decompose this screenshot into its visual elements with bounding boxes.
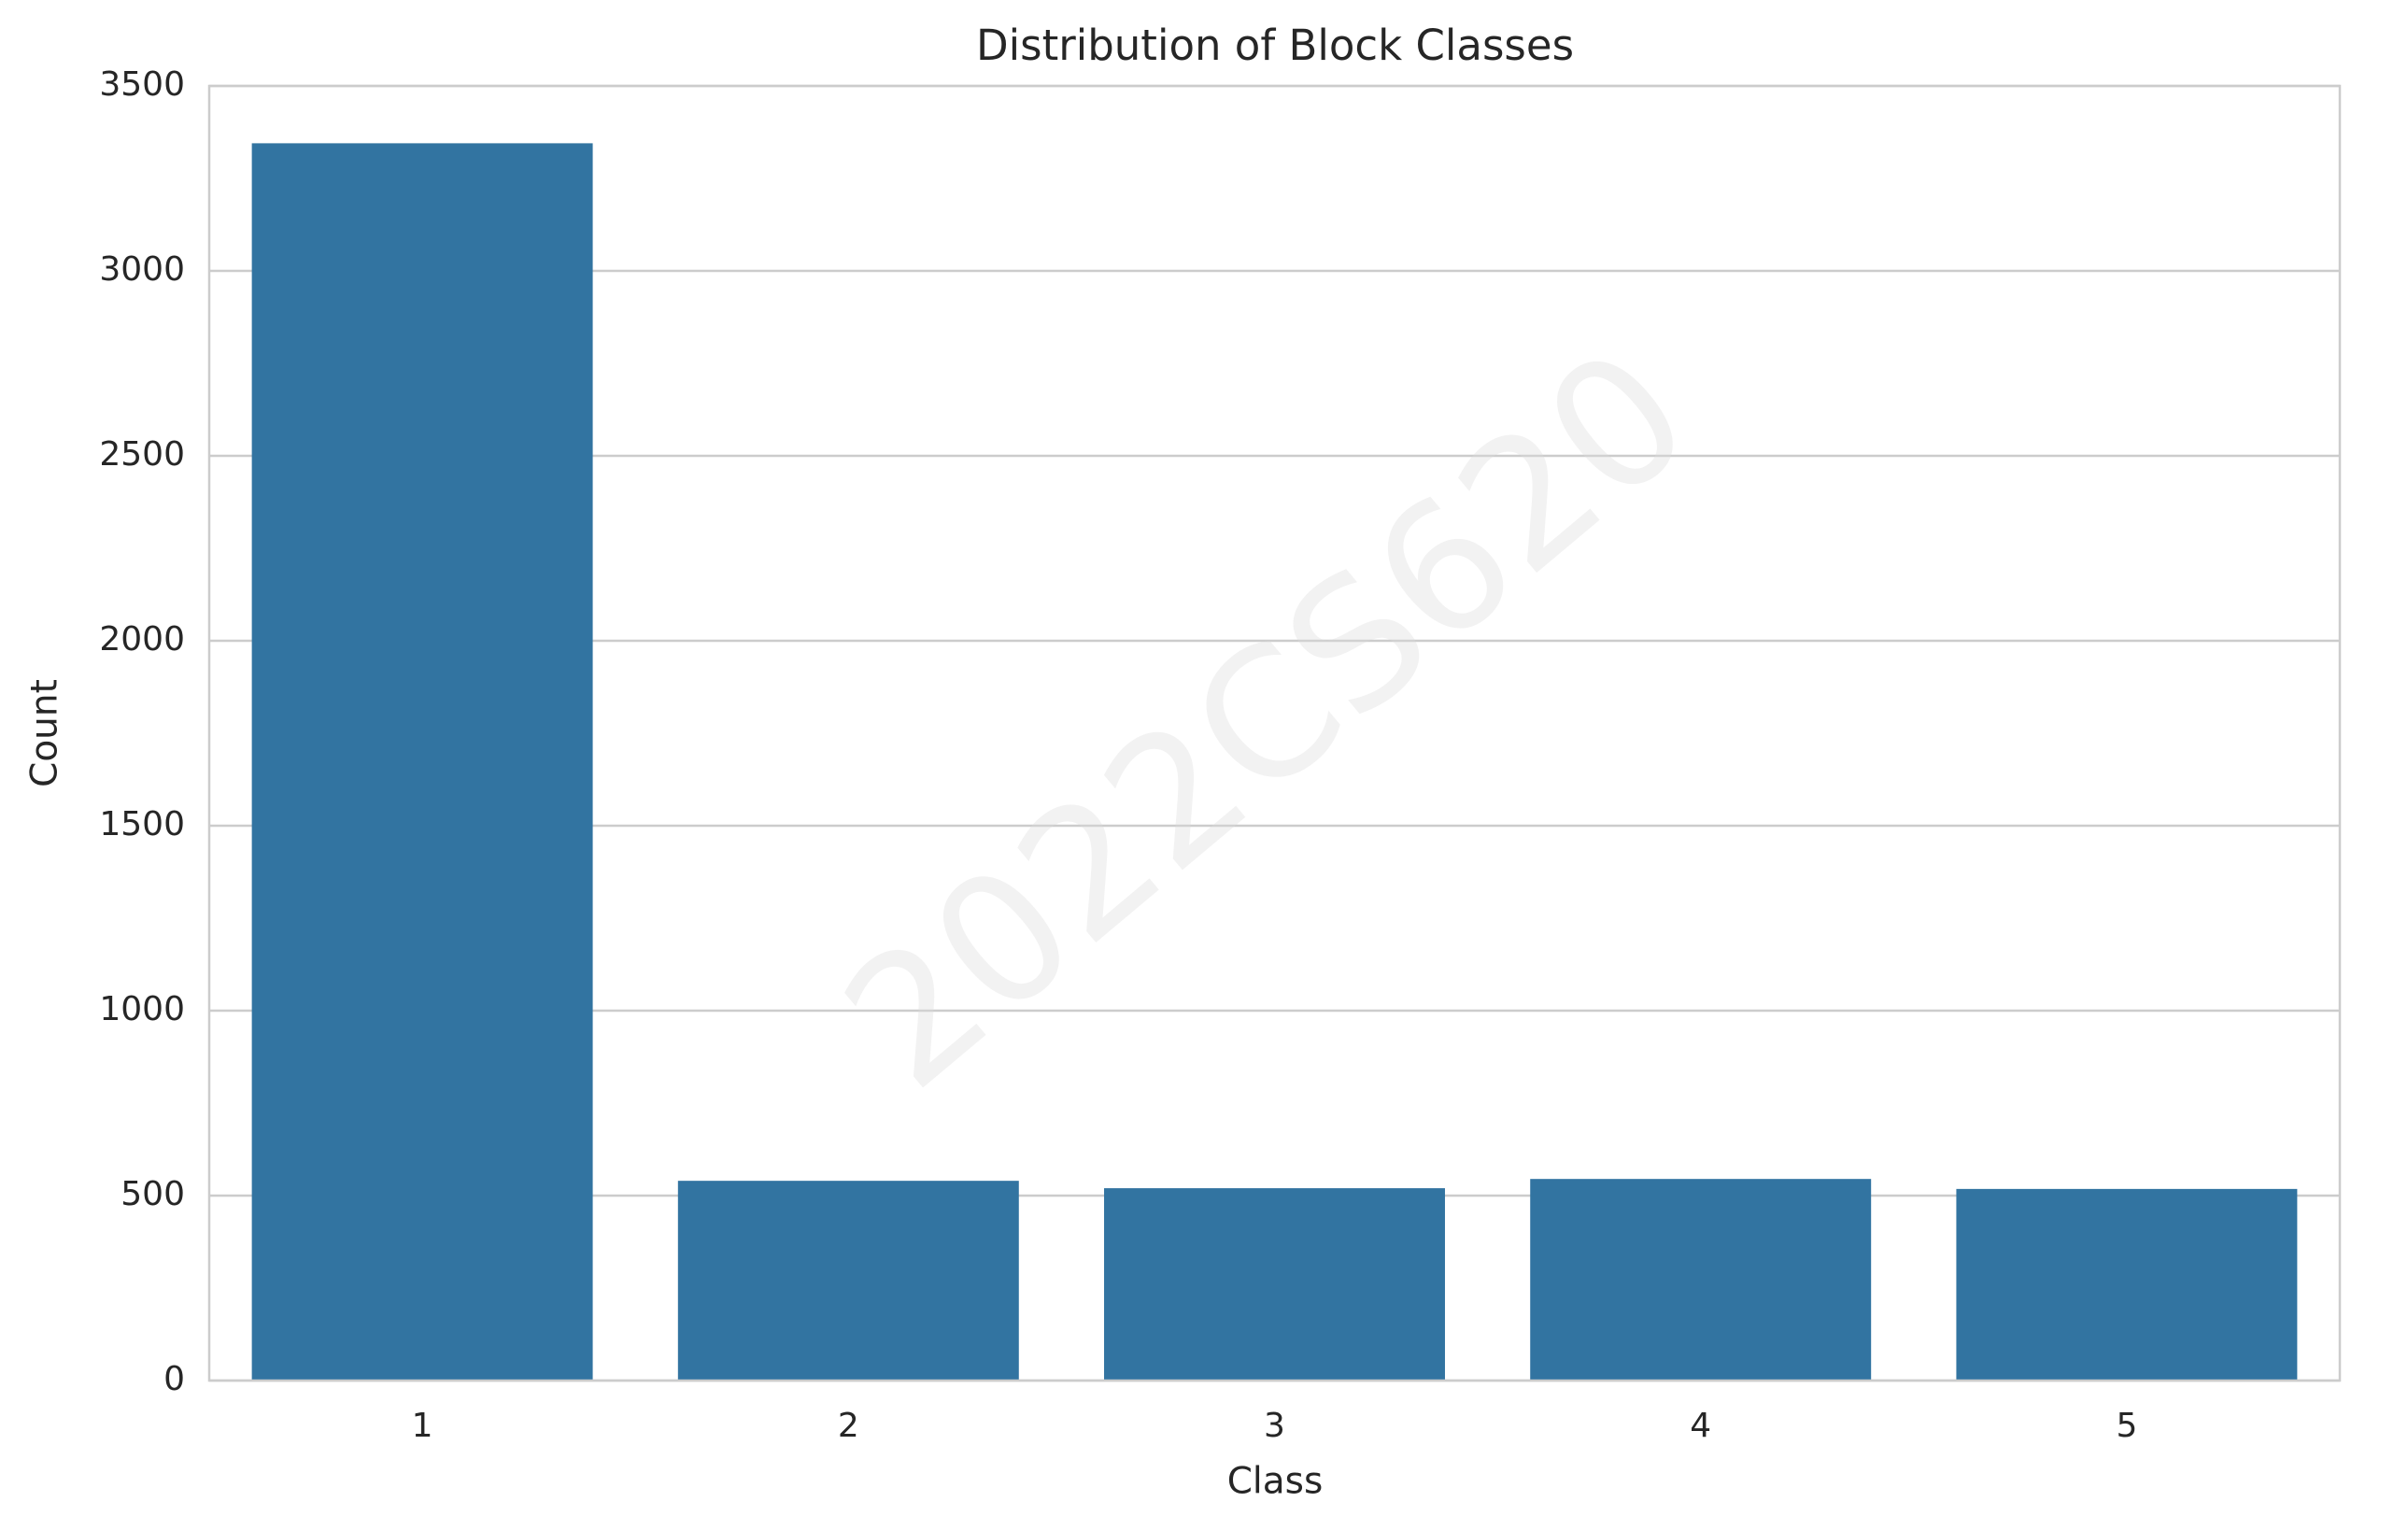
x-axis-label: Class [1227, 1461, 1324, 1503]
y-tick-label: 2500 [99, 435, 185, 474]
y-tick-label: 2000 [99, 620, 185, 659]
y-tick-labels: 0 500 1000 1500 2000 2500 3000 3500 [99, 65, 185, 1398]
x-tick-label: 5 [2116, 1407, 2137, 1445]
plot-frame [207, 84, 2342, 1382]
y-tick-label: 3000 [99, 250, 185, 289]
y-tick-label: 1500 [99, 805, 185, 843]
x-tick-label: 4 [1690, 1407, 1711, 1445]
bar-class-1 [251, 143, 593, 1381]
bar-class-5 [1956, 1188, 2298, 1381]
chart-title: Distribution of Block Classes [976, 21, 1574, 70]
x-tick-labels: 1 2 3 4 5 [412, 1407, 2138, 1445]
bar-class-2 [677, 1181, 1019, 1381]
x-tick-label: 1 [412, 1407, 433, 1445]
y-tick-label: 0 [163, 1360, 185, 1398]
x-tick-label: 2 [838, 1407, 859, 1445]
y-tick-label: 1000 [99, 990, 185, 1028]
bar-class-3 [1104, 1188, 1445, 1381]
bars [251, 143, 2298, 1381]
bar-class-4 [1530, 1179, 1872, 1381]
x-tick-label: 3 [1264, 1407, 1285, 1445]
y-tick-label: 3500 [99, 65, 185, 104]
y-tick-label: 500 [120, 1175, 185, 1213]
y-axis-label: Count [24, 679, 66, 787]
